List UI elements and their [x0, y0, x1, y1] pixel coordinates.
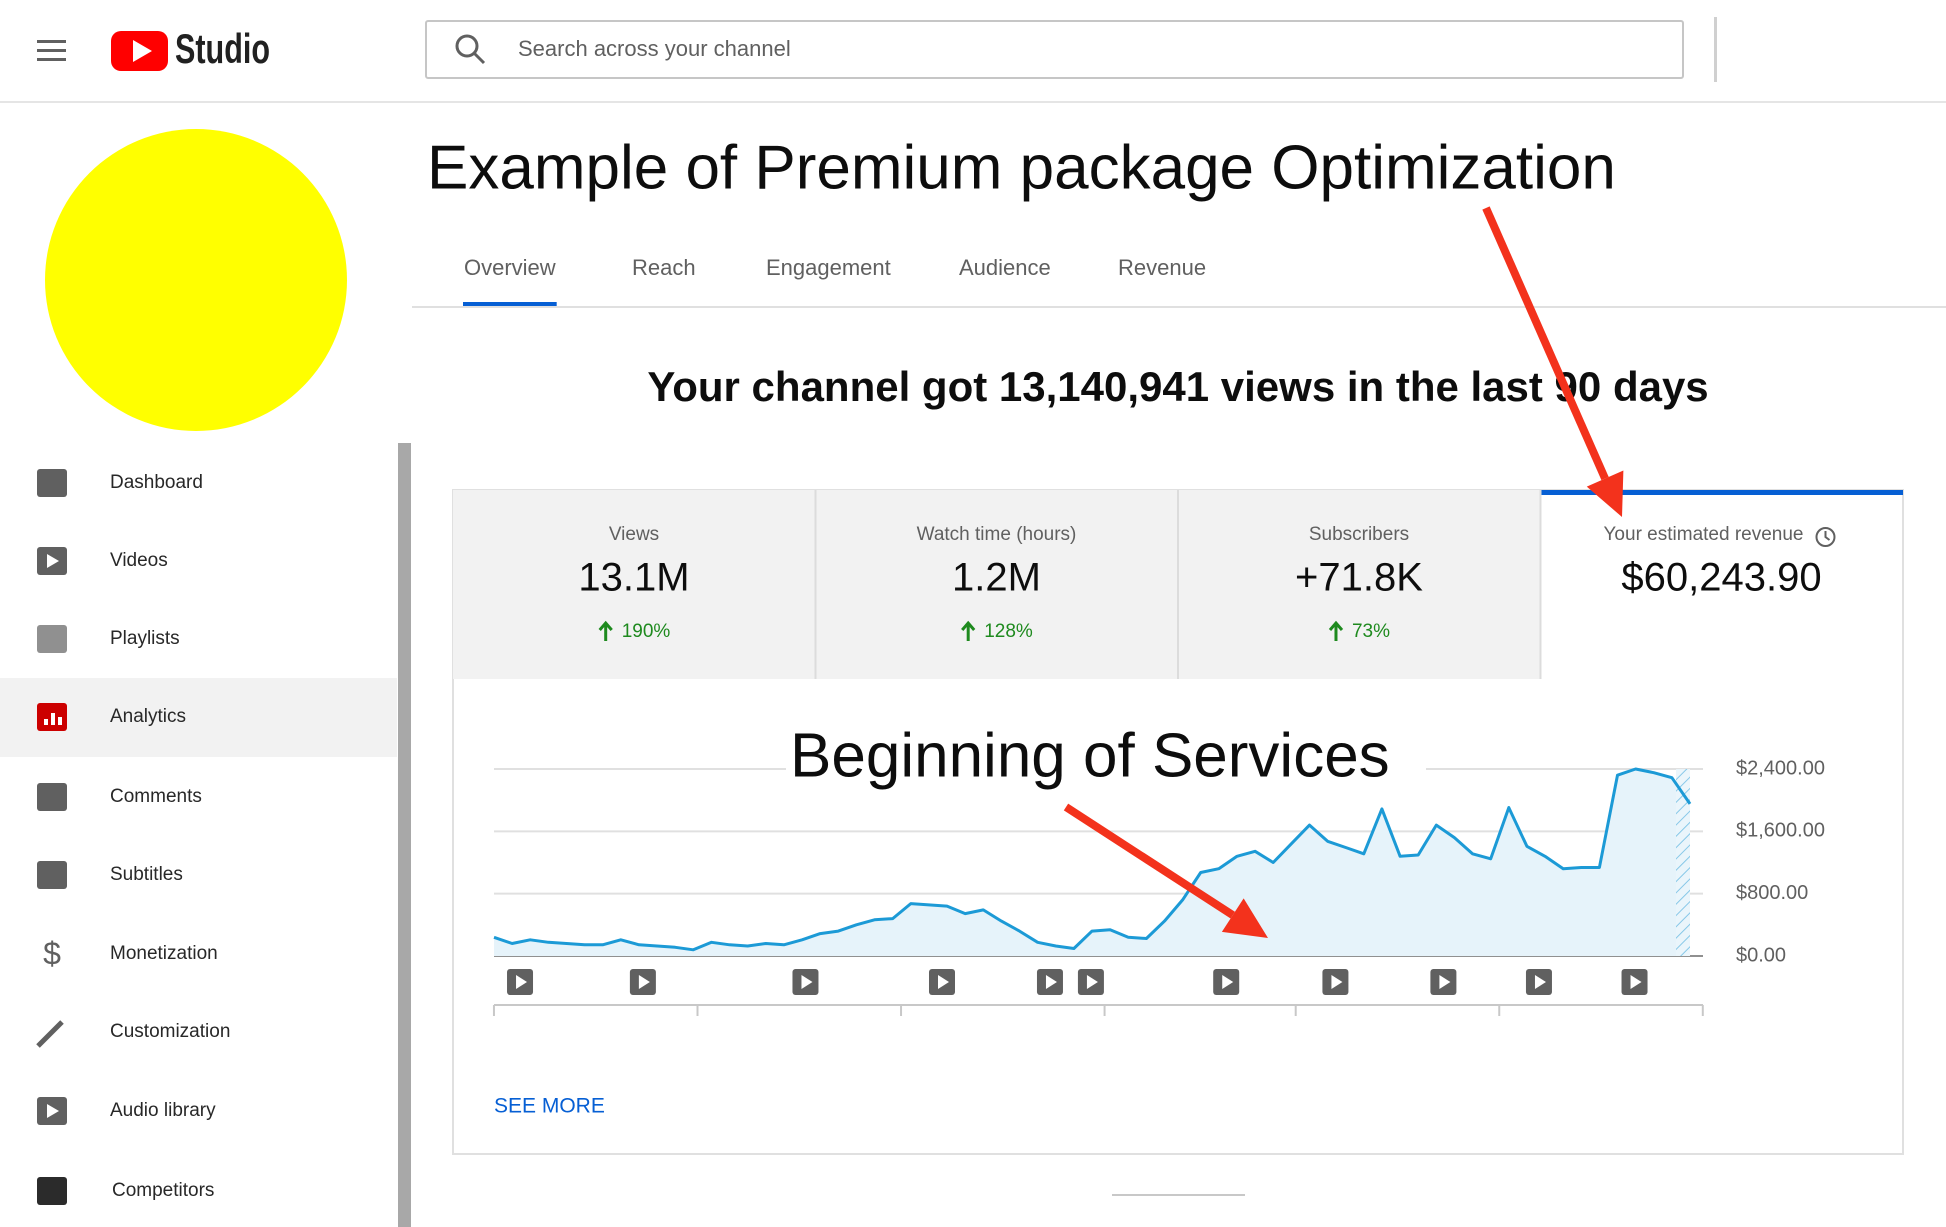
metric-value: 13.1M — [578, 556, 689, 600]
tab[interactable]: Revenue — [1118, 255, 1206, 280]
nav-item[interactable]: Comments — [110, 786, 202, 807]
nav-icon — [37, 1177, 67, 1205]
tabs: Overview Reach Engagement Audience Revenue — [463, 255, 1206, 307]
nav-icon — [37, 547, 67, 575]
video-marker-play — [1331, 975, 1343, 989]
metric-tile-selected-bar — [1540, 490, 1903, 495]
nav-item[interactable]: Audio library — [110, 1100, 216, 1121]
icon-shape — [37, 783, 67, 811]
search-icon — [455, 34, 486, 65]
metric-label: Your estimated revenue — [1604, 524, 1804, 545]
video-marker-play — [801, 975, 813, 989]
incomplete-data-hatch — [1676, 769, 1690, 956]
search-box[interactable] — [425, 20, 1684, 79]
info-icon — [1815, 527, 1836, 547]
sidebar: Dashboard Videos Playlists Analytics Comment… — [0, 469, 397, 1205]
metric-value: +71.8K — [1295, 556, 1423, 600]
icon-shape — [37, 861, 67, 889]
metric-value: $60,243.90 — [1621, 556, 1821, 600]
annotation-arrow — [1063, 803, 1235, 919]
nav-icon — [37, 703, 67, 731]
headline: Your channel got 13,140,941 views in the… — [647, 363, 1708, 410]
nav-item[interactable]: Analytics — [110, 706, 186, 727]
nav-item[interactable]: Videos — [110, 550, 168, 571]
annotation-arrow-head — [1221, 898, 1268, 938]
logo-text: Studio — [175, 25, 270, 72]
nav-item[interactable]: Dashboard — [110, 472, 203, 493]
nav-icon — [37, 861, 67, 889]
search-placeholder: Search across your channel — [518, 36, 791, 61]
annotation-bg — [786, 727, 1426, 795]
tab[interactable]: Engagement — [766, 255, 891, 280]
nav-icon — [37, 469, 67, 497]
icon-bar — [51, 713, 55, 725]
nav-item[interactable]: Customization — [110, 1021, 230, 1042]
icon-glyph — [47, 554, 59, 568]
menu-button[interactable] — [37, 40, 66, 61]
nav-icon: $ — [43, 935, 61, 971]
metric-tile — [453, 490, 816, 679]
youtube-logo[interactable] — [111, 31, 168, 71]
see-more-link[interactable]: SEE MORE — [494, 1095, 605, 1118]
metric-tile — [815, 490, 1178, 679]
divider — [1714, 17, 1717, 82]
annotation: Beginning of Services — [790, 721, 1390, 790]
metric-tile — [1178, 490, 1541, 679]
metric-change: 73% — [1352, 621, 1390, 642]
up-arrow — [1328, 620, 1344, 641]
icon-shape — [37, 625, 67, 653]
tab[interactable]: Reach — [632, 255, 696, 280]
nav-item[interactable]: Playlists — [110, 628, 180, 649]
annotation-arrow — [1482, 206, 1609, 481]
video-marker-play — [1534, 975, 1546, 989]
info-icon-hands — [1824, 531, 1831, 541]
channel-avatar — [45, 129, 347, 431]
icon-glyph — [36, 1020, 64, 1048]
video-marker-play — [1439, 975, 1451, 989]
metric-label: Views — [609, 524, 659, 545]
icon-shape — [37, 469, 67, 497]
metric-label: Subscribers — [1309, 524, 1409, 545]
up-arrow — [598, 620, 613, 641]
tab[interactable]: Audience — [959, 255, 1051, 280]
y-tick-label: $0.00 — [1736, 944, 1786, 966]
video-marker-play — [516, 975, 528, 989]
page-title: Example of Premium package Optimization — [427, 133, 1616, 202]
icon-bar — [58, 717, 62, 725]
area — [494, 769, 1690, 956]
up-arrow — [961, 620, 976, 641]
tab-underline — [463, 302, 557, 307]
metric-change: 190% — [622, 621, 671, 642]
nav-item[interactable]: Subtitles — [110, 864, 183, 885]
annotation-arrow-head — [1586, 470, 1624, 517]
metric-label: Watch time (hours) — [917, 524, 1077, 545]
video-marker-play — [937, 975, 949, 989]
metric-value: 1.2M — [952, 556, 1041, 600]
revenue-line — [493, 767, 1692, 952]
nav-item[interactable]: Competitors — [112, 1180, 214, 1201]
icon-glyph: $ — [43, 935, 61, 971]
scrollbar — [398, 443, 411, 1227]
nav-icon — [36, 1020, 64, 1048]
y-tick-label: $2,400.00 — [1736, 757, 1825, 779]
metrics: Views 13.1M 190% Watch time (hours) 1.2M 128%… — [453, 490, 1903, 679]
revenue-chart: $0.00 $800.00 $1,600.00 $2,400.00 Beginning … — [492, 721, 1825, 1016]
tab[interactable]: Overview — [464, 255, 556, 280]
icon-shape — [37, 1177, 67, 1205]
nav-icon — [37, 783, 67, 811]
nav-icon — [37, 1097, 67, 1125]
video-marker-play — [638, 975, 650, 989]
y-tick-label: $1,600.00 — [1736, 820, 1825, 842]
y-tick-label: $800.00 — [1736, 882, 1808, 904]
metric-change: 128% — [984, 621, 1033, 642]
video-marker-play — [1630, 975, 1642, 989]
icon-bar — [44, 719, 48, 725]
video-marker-play — [1222, 975, 1234, 989]
nav-item[interactable]: Monetization — [110, 943, 218, 964]
icon-glyph — [47, 1104, 59, 1118]
video-marker-play — [1086, 975, 1098, 989]
nav-icon — [37, 625, 67, 653]
video-marker-play — [1045, 975, 1057, 989]
